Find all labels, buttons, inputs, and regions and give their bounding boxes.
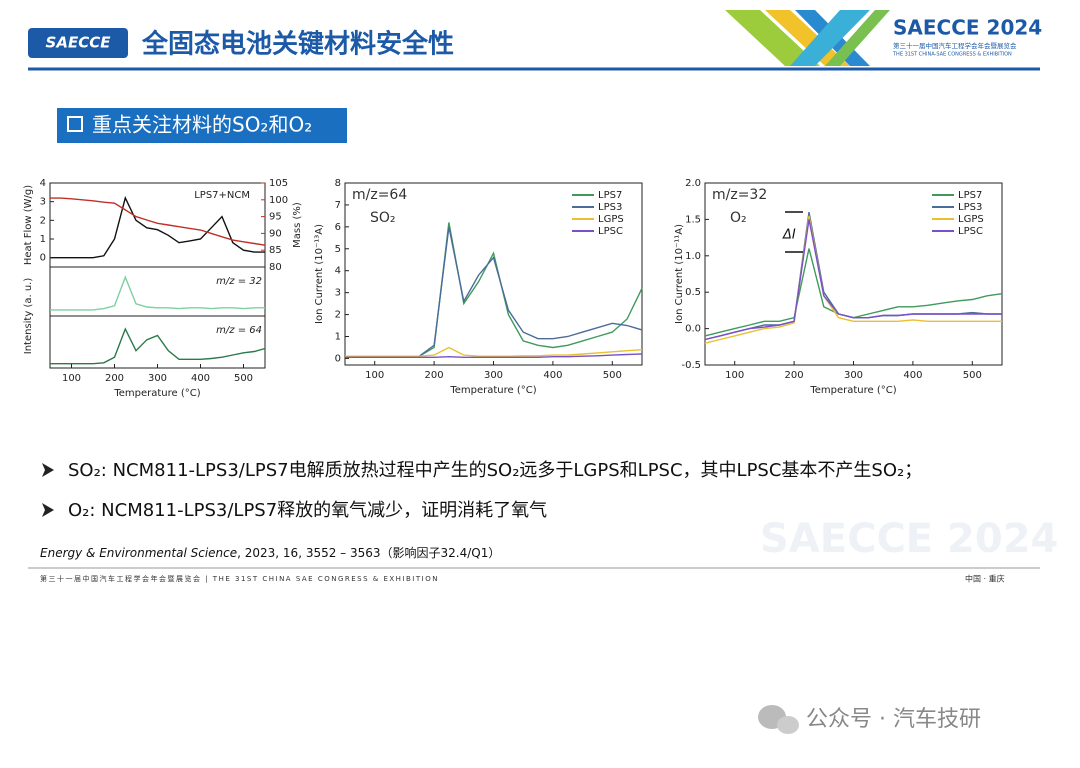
y-tick-label: 1.5 (685, 214, 701, 225)
y-tick-label: 0.5 (685, 287, 701, 298)
y-axis-label: Mass (%) (292, 202, 303, 248)
y-tick-label: 3 (335, 288, 341, 299)
legend-label: LPSC (598, 226, 623, 237)
legend-label: LPS7 (958, 190, 982, 201)
bullet: SO₂: NCM811-LPS3/LPS7电解质放热过程中产生的SO₂远多于LG… (68, 460, 922, 481)
section-box (57, 108, 347, 143)
annotation: m/z=32 (712, 187, 767, 203)
slide-bg (0, 0, 1080, 600)
x-tick-label: 300 (484, 370, 503, 381)
y-tick-label: 1.0 (685, 251, 701, 262)
legend-label: LPS3 (958, 202, 982, 213)
x-tick-label: 400 (903, 370, 922, 381)
x-tick-label: 300 (148, 373, 167, 384)
legend-label: LPSC (958, 226, 983, 237)
y-tick-label: 6 (335, 222, 341, 233)
event-name: SAECCE 2024 (893, 16, 1042, 40)
data-line (50, 275, 265, 311)
y-tick-label: 3 (40, 197, 46, 208)
x-tick-label: 200 (425, 370, 444, 381)
y-tick-label: 95 (269, 212, 282, 223)
account: 公众号 · 汽车技研 (806, 707, 981, 732)
y-axis-label: Ion Current (10⁻¹³A) (314, 224, 325, 324)
x-tick-label: 500 (603, 370, 622, 381)
y-tick-label: 4 (40, 178, 46, 189)
x-tick-label: 400 (191, 373, 210, 384)
y-tick-label: 4 (335, 266, 341, 277)
annotation: ΔI (782, 228, 796, 243)
y-axis-label: Intensity (a. u.) (23, 278, 34, 355)
data-line (50, 327, 266, 365)
logo: SAECCE (46, 34, 112, 52)
bullet-arrow (42, 463, 54, 477)
legend-label: LPS3 (598, 202, 622, 213)
data-line (704, 215, 1002, 344)
y-axis-label: Heat Flow (W/g) (23, 185, 34, 265)
bullet: O₂: NCM811-LPS3/LPS7释放的氧气减少，证明消耗了氧气 (68, 500, 547, 521)
x-tick-label: 200 (785, 370, 804, 381)
y-tick-label: -0.5 (681, 360, 701, 371)
panel-label: m/z = 64 (216, 325, 262, 336)
citation: Energy & Environmental Science, 2023, 16… (40, 545, 500, 560)
y-tick-label: 1 (335, 331, 341, 342)
y-axis-label: Ion Current (10⁻¹¹A) (674, 224, 685, 324)
bullet-arrow (42, 503, 54, 517)
logo-bg (28, 28, 128, 58)
y-tick-label: 100 (269, 195, 288, 206)
x-axis-label: Temperature (°C) (113, 388, 200, 399)
citation-journal: Energy & Environmental Science (40, 546, 237, 560)
legend-label: LGPS (598, 214, 624, 225)
section-title: 重点关注材料的SO₂和O₂ (92, 113, 312, 137)
y-tick-label: 85 (269, 245, 282, 256)
y-tick-label: 1 (40, 234, 46, 245)
y-tick-label: 80 (269, 262, 282, 273)
event-sub: THE 31ST CHINA-SAE CONGRESS & EXHIBITION (892, 52, 1012, 58)
panel-label: m/z = 32 (216, 276, 262, 287)
y-tick-label: 2.0 (685, 178, 701, 189)
data-line (50, 197, 266, 246)
data-line (345, 346, 643, 357)
legend-label: LGPS (958, 214, 984, 225)
footer-left: 第三十一届中国汽车工程学会年会暨展览会 | THE 31ST CHINA SAE… (40, 574, 439, 583)
annotation: m/z=64 (352, 187, 407, 203)
y-tick-label: 0 (335, 353, 341, 364)
y-tick-label: 2 (40, 215, 46, 226)
data-line (704, 219, 1002, 341)
y-tick-label: 90 (269, 228, 282, 239)
annotation: O₂ (730, 210, 747, 226)
data-line (50, 195, 265, 259)
y-tick-label: 5 (335, 244, 341, 255)
y-tick-label: 8 (335, 178, 341, 189)
footer-right: 中国 · 重庆 (965, 574, 1005, 584)
legend-label: LPS7 (598, 190, 622, 201)
x-axis-label: Temperature (°C) (809, 385, 896, 396)
x-tick-label: 100 (365, 370, 384, 381)
header-deco (725, 10, 890, 66)
y-tick-label: 0.0 (685, 324, 701, 335)
y-tick-label: 2 (335, 310, 341, 321)
chart-title: LPS7+NCM (194, 190, 250, 201)
x-tick-label: 100 (62, 373, 81, 384)
x-tick-label: 500 (234, 373, 253, 384)
x-tick-label: 300 (844, 370, 863, 381)
slide-title: 全固态电池关键材料安全性 (141, 29, 454, 60)
y-tick-label: 7 (335, 200, 341, 211)
event-sub: 第三十一届中国汽车工程学会年会暨展览会 (893, 41, 1017, 50)
x-tick-label: 400 (543, 370, 562, 381)
citation-rest: , 2023, 16, 3552 – 3563（影响因子32.4/Q1） (237, 545, 500, 560)
x-tick-label: 100 (725, 370, 744, 381)
annotation: SO₂ (370, 210, 396, 226)
x-tick-label: 500 (963, 370, 982, 381)
checkbox (67, 116, 83, 132)
x-axis-label: Temperature (°C) (449, 385, 536, 396)
y-tick-label: 0 (40, 253, 46, 264)
data-line (345, 353, 643, 358)
x-tick-label: 200 (105, 373, 124, 384)
account-icon (758, 705, 799, 734)
y-tick-label: 105 (269, 178, 288, 189)
watermark: SAECCE 2024 (760, 516, 1058, 562)
